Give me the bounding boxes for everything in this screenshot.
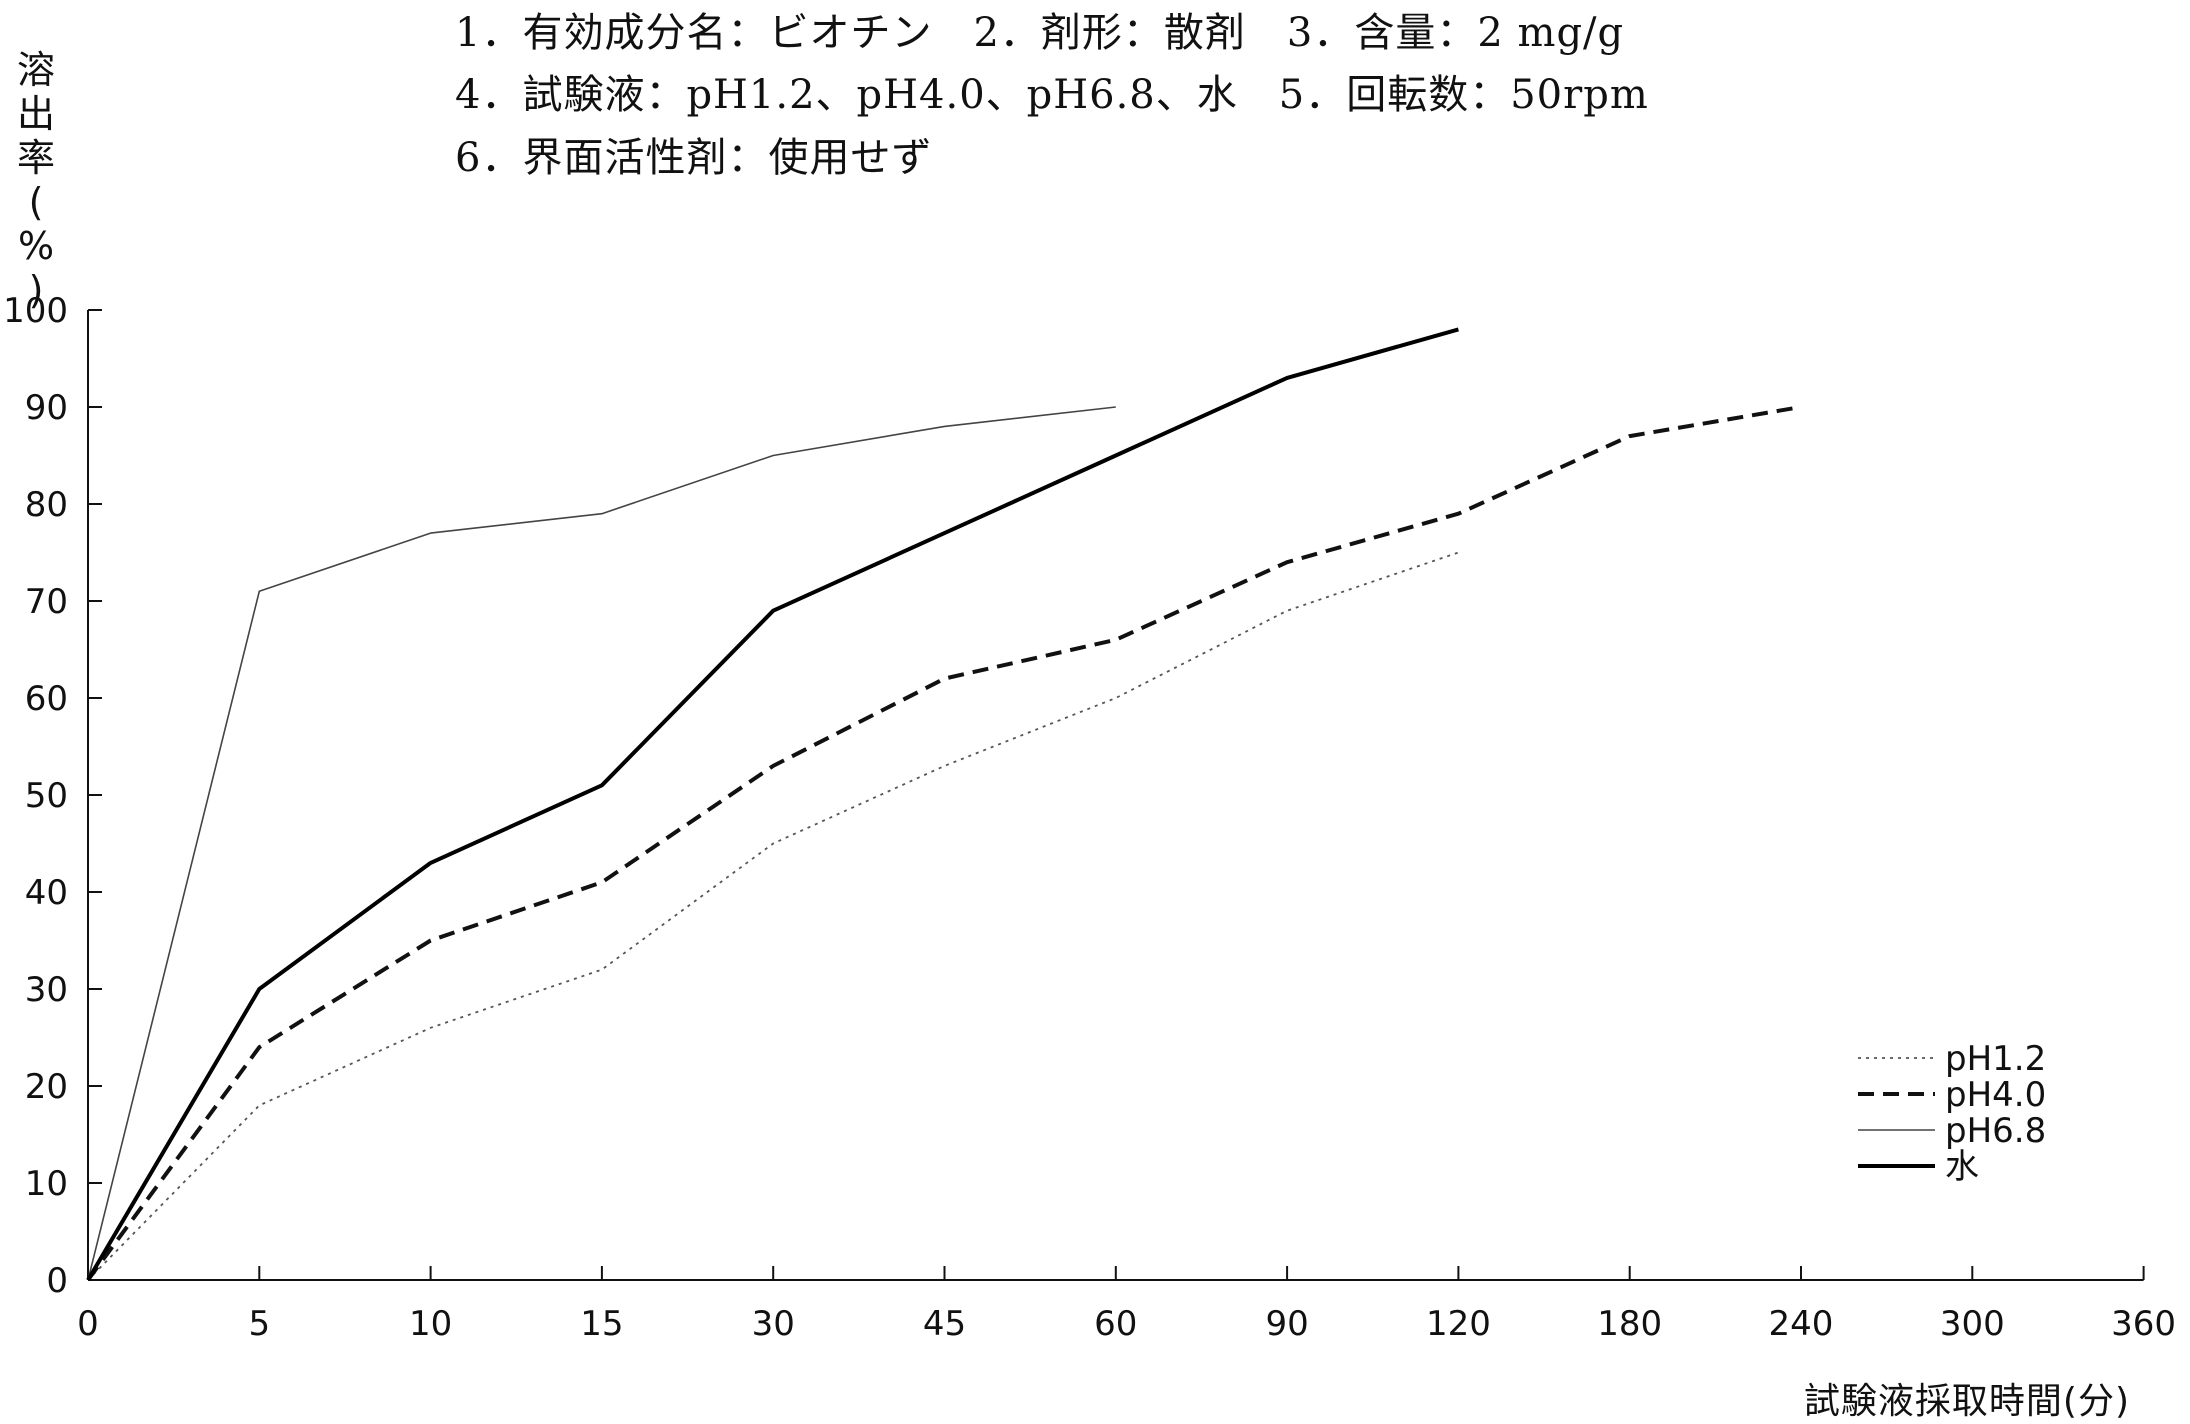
y-tick-label: 60: [25, 679, 68, 719]
info-line-3: 6．界面活性剤：使用せず: [455, 135, 933, 181]
y-tick-label: 40: [25, 873, 68, 913]
y-tick-label: 20: [25, 1067, 68, 1107]
x-tick-label: 45: [923, 1304, 966, 1344]
y-tick-label: 100: [3, 291, 68, 331]
x-tick-label: 120: [1426, 1304, 1491, 1344]
y-axis-label-char: (: [28, 180, 44, 224]
x-tick-label: 5: [248, 1304, 270, 1344]
y-tick-label: 70: [25, 582, 68, 622]
y-tick-label: 30: [25, 970, 68, 1010]
y-axis-label-char: 溶: [16, 48, 55, 92]
y-tick-label: 90: [25, 388, 68, 428]
x-tick-label: 15: [580, 1304, 623, 1344]
y-tick-label: 10: [25, 1164, 68, 1204]
y-axis-label-char: 率: [16, 136, 55, 180]
x-tick-label: 360: [2111, 1304, 2176, 1344]
series-line-pH6.8: [87, 406, 1116, 1281]
legend-label: pH1.2: [1945, 1039, 2046, 1079]
legend-label: pH4.0: [1945, 1075, 2046, 1115]
series-line-pH4.0: [86, 405, 1802, 1282]
x-tick-label: 300: [1940, 1304, 2005, 1344]
series-line-pH1.2: [87, 551, 1459, 1281]
y-tick-label: 50: [25, 776, 68, 816]
x-tick-label: 240: [1769, 1304, 1834, 1344]
legend-label: 水: [1945, 1147, 1979, 1187]
y-tick-label: 80: [25, 485, 68, 525]
series-line-水: [86, 327, 1459, 1282]
x-tick-label: 180: [1597, 1304, 1662, 1344]
x-tick-label: 0: [77, 1304, 99, 1344]
ticks: 0 10 20 30 40 50 60 70 80 90 100 0 5 10 15 30 45 60 90 120 1…: [3, 291, 2176, 1344]
y-tick-label: 0: [46, 1261, 68, 1301]
info-line-2: 4．試験液：pH1.2、pH4.0、pH6.8、水 5．回転数：50rpm: [455, 72, 1649, 118]
x-tick-label: 90: [1265, 1304, 1308, 1344]
x-axis-label: 試験液採取時間(分): [1803, 1381, 2130, 1422]
series-lines: [86, 327, 1802, 1282]
x-tick-label: 30: [752, 1304, 795, 1344]
y-axis-label-char: 出: [16, 92, 55, 136]
legend-label: pH6.8: [1945, 1111, 2046, 1151]
y-axis-label-char: ): [28, 268, 44, 312]
x-tick-label: 10: [409, 1304, 452, 1344]
x-tick-label: 60: [1094, 1304, 1137, 1344]
info-line-1: 1．有効成分名：ビオチン 2．剤形：散剤 3．含量：2 mg/g: [455, 10, 1625, 56]
y-axis-label-char: %: [17, 224, 55, 268]
